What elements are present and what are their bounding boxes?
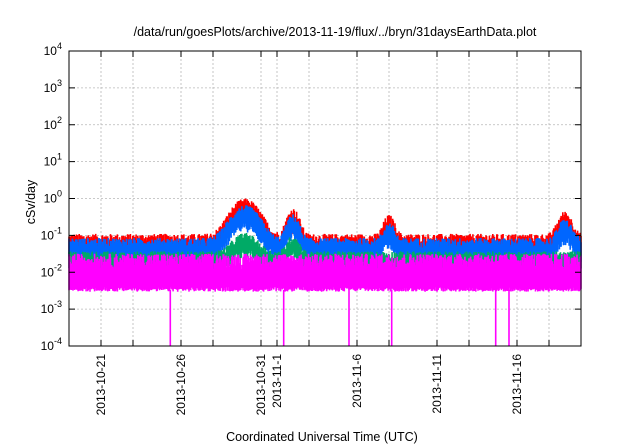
y-axis: 10-4 10-3 10-2 10-1 100 101 102 103 104 xyxy=(41,41,581,353)
plot-area xyxy=(68,198,582,346)
y-tick-label: 102 xyxy=(44,115,62,132)
x-tick-label: 2013-11-16 xyxy=(510,354,524,415)
y-tick-label: 10-1 xyxy=(41,225,62,242)
x-axis-label: Coordinated Universal Time (UTC) xyxy=(226,430,418,444)
y-tick-label: 100 xyxy=(44,189,62,206)
x-axis: 2013-10-21 2013-10-26 2013-10-31 2013-11-1 2… xyxy=(94,51,550,416)
x-tick-label: 2013-10-21 xyxy=(94,354,108,416)
y-tick-label: 104 xyxy=(44,41,62,58)
y-tick-label: 101 xyxy=(44,152,62,169)
x-tick-label: 2013-10-31 xyxy=(254,354,268,416)
x-tick-label: 2013-11-11 xyxy=(430,354,444,414)
x-tick-label: 2013-11-1 xyxy=(270,354,284,408)
y-tick-label: 10-2 xyxy=(41,262,62,279)
y-axis-label: cSv/day xyxy=(24,179,38,224)
y-tick-label: 10-3 xyxy=(41,299,62,316)
x-tick-label: 2013-10-26 xyxy=(174,354,188,416)
grid xyxy=(69,51,581,346)
chart-title: /data/run/goesPlots/archive/2013-11-19/f… xyxy=(134,25,537,39)
y-tick-label: 10-4 xyxy=(41,336,62,353)
y-tick-label: 103 xyxy=(44,78,62,95)
x-tick-label: 2013-11-6 xyxy=(350,354,364,408)
data-series xyxy=(68,253,582,346)
